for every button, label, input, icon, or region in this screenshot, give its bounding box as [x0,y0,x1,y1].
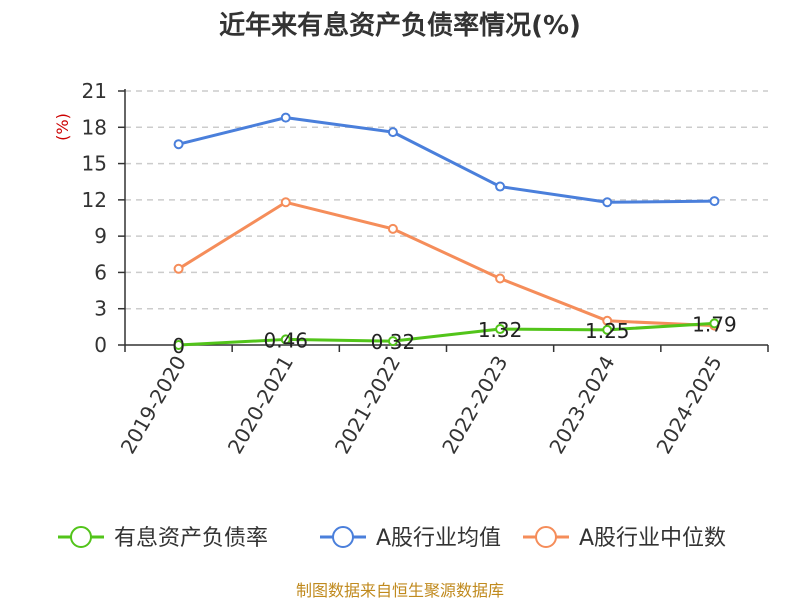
legend-item[interactable]: 有息资产负债率 [58,526,268,551]
y-tick-label: 3 [94,297,107,321]
data-point [280,334,291,345]
series-line [178,116,715,204]
y-tick-label: 6 [94,260,107,284]
data-point [387,127,398,138]
y-tick-label: 18 [82,115,107,139]
legend-item[interactable]: A股行业中位数 [523,526,726,551]
series-line [178,321,715,347]
data-label: 1.32 [478,318,523,342]
x-tick-label: 2022-2023 [437,352,512,458]
y-tick-label: 15 [82,152,107,176]
x-tick-label: 2019-2020 [116,352,191,458]
legend-marker [535,526,557,548]
data-point [495,324,506,335]
legend-label: A股行业中位数 [579,526,726,551]
x-tick-label: 2024-2025 [651,352,726,458]
series-2 [173,197,720,331]
legend-marker [332,526,354,548]
legend[interactable]: 有息资产负债率 A股行业均值 A股行业中位数 [58,526,726,551]
data-point [173,263,184,274]
y-axis-unit-label: (%) [53,113,72,141]
legend-item[interactable]: A股行业均值 [320,526,501,551]
data-point [173,139,184,150]
legend-label: A股行业均值 [376,526,501,551]
data-point [602,197,613,208]
data-point [709,196,720,207]
data-point [173,340,184,350]
data-point [387,223,398,234]
data-point [709,318,720,329]
data-point [387,336,398,347]
data-point [495,181,506,192]
y-axis-ticks: 0 3 6 9 12 15 18 21 [82,79,125,357]
data-point [602,315,613,326]
x-tick-label: 2021-2022 [330,352,405,458]
y-tick-label: 12 [82,188,107,212]
data-labels: 0 0.46 0.32 1.32 1.25 1.79 [172,312,736,358]
data-label: 0.32 [371,330,416,354]
series-0 [173,318,720,350]
chart-title: 近年来有息资产负债率情况(%) [219,10,581,41]
x-tick-label: 2023-2024 [544,352,619,458]
data-label: 1.79 [692,312,737,336]
data-label: 0.46 [263,328,308,352]
x-tick-label: 2020-2021 [223,352,298,458]
y-tick-label: 21 [82,79,107,103]
y-tick-label: 9 [94,224,107,248]
series-lines [173,112,720,350]
data-label: 0 [172,334,185,358]
x-axis-ticks: 2019-2020 2020-2021 2021-2022 2022-2023 2023… [116,345,769,458]
data-point [495,273,506,284]
series-1 [173,112,720,208]
data-point [280,112,291,123]
series-line [177,200,715,328]
data-label: 1.25 [585,319,630,343]
legend-marker [70,526,92,548]
y-tick-label: 0 [94,333,107,357]
grid-lines [125,90,768,310]
legend-label: 有息资产负债率 [114,526,268,551]
source-note: 制图数据来自恒生聚源数据库 [296,581,504,600]
data-point [602,324,613,335]
data-point [280,197,291,208]
